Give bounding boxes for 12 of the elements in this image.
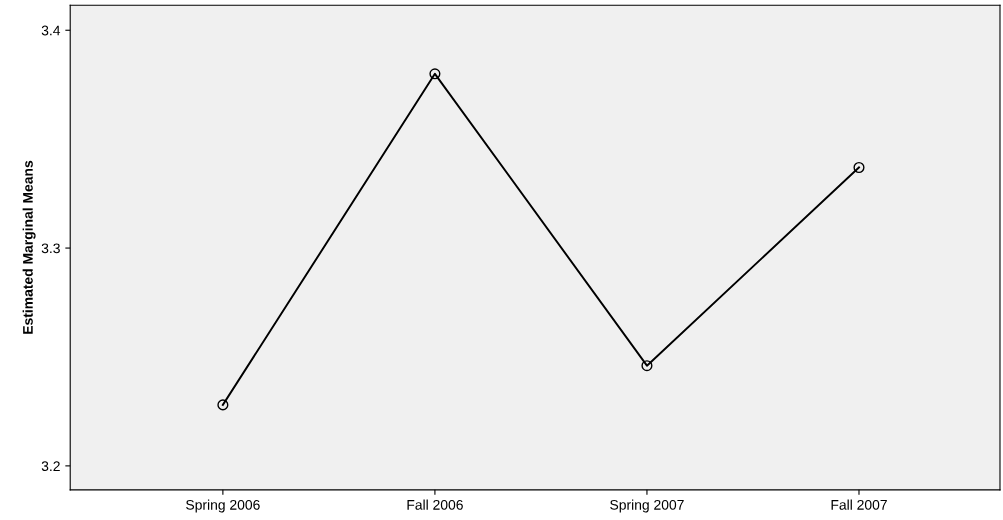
x-tick-label: Spring 2007 [610, 499, 684, 513]
x-tick-label: Fall 2006 [407, 499, 463, 510]
point [641, 360, 653, 372]
y-tick-label: 3.3 [41, 243, 60, 254]
x-tick-label: Fall 2007 [831, 499, 887, 510]
x-tick-label: Spring 2006 [186, 499, 260, 513]
y-axis-title: Estimated Marginal Means [22, 160, 36, 334]
point [429, 68, 441, 80]
y-tick-label: 3.2 [41, 461, 60, 472]
point [217, 399, 229, 411]
point [853, 161, 865, 174]
y-tick-label: 3.4 [41, 25, 61, 36]
